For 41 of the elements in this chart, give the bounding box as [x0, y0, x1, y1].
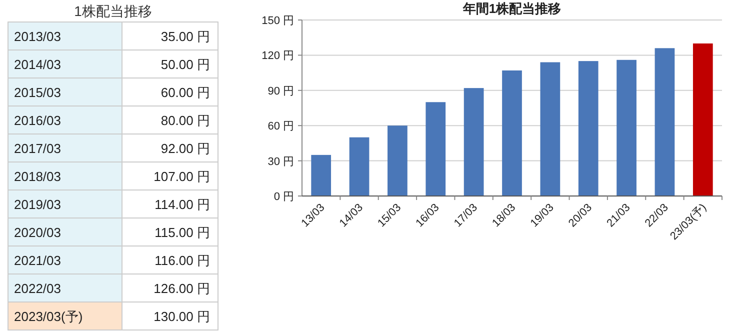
bar: [578, 61, 598, 196]
category-label: 2023/03(予): [14, 309, 83, 324]
text: 114.00 円: [154, 197, 210, 212]
text: 130.00 円: [154, 309, 210, 324]
text: 115.00 円: [154, 225, 210, 240]
y-tick-label: 90 円: [268, 85, 294, 98]
bar: [654, 48, 675, 196]
y-tick-label: 120 円: [262, 50, 294, 62]
bar: [464, 88, 484, 196]
category-label: 2013/03: [14, 29, 61, 44]
category-label: 2018/03: [14, 169, 61, 184]
y-tick-label: 30 円: [268, 156, 294, 168]
text: 116.00 円: [154, 253, 210, 268]
category-label: 2014/03: [14, 57, 61, 72]
bar: [616, 60, 636, 196]
chart-title: 年間1株配当推移: [462, 1, 562, 16]
category-label: 2015/03: [14, 85, 61, 100]
text: 60.00 円: [160, 85, 210, 100]
bar: [540, 62, 560, 196]
category-label: 2020/03: [14, 225, 61, 240]
category-label: 2016/03: [14, 113, 61, 128]
bar: [311, 154, 332, 196]
category-label: 2021/03: [14, 253, 61, 268]
text: 126.00 円: [154, 281, 210, 296]
bar: [349, 137, 370, 196]
y-tick-label: 150 円: [262, 15, 294, 27]
text: 92.00 円: [160, 141, 210, 156]
text: 1株配当推移: [74, 3, 152, 19]
category-label: 2017/03: [14, 141, 61, 156]
bar: [388, 126, 408, 196]
category-label: 2019/03: [14, 197, 61, 212]
bar: [502, 70, 522, 196]
text: 80.00 円: [160, 113, 210, 128]
text: 107.00 円: [154, 169, 210, 184]
bar: [692, 43, 713, 196]
y-tick-label: 60 円: [268, 120, 294, 133]
category-label: 2022/03: [14, 281, 61, 296]
y-tick-label: 0 円: [274, 191, 294, 203]
text: 50.00 円: [160, 57, 210, 72]
text: 35.00 円: [160, 29, 210, 44]
bar: [426, 102, 446, 196]
